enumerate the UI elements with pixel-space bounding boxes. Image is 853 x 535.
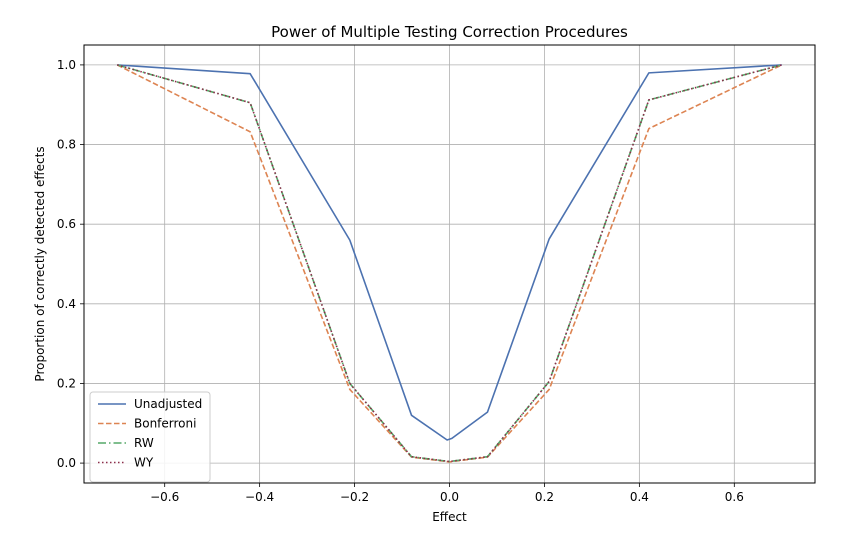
x-tick-label: −0.2 xyxy=(340,490,369,504)
y-tick-label: 0.6 xyxy=(57,217,76,231)
y-tick-label: 0.4 xyxy=(57,297,76,311)
y-tick-label: 0.2 xyxy=(57,376,76,390)
legend-label-rw: RW xyxy=(134,436,154,450)
y-tick-label: 0.8 xyxy=(57,138,76,152)
series-line-unadjusted xyxy=(117,64,782,441)
y-axis-title: Proportion of correctly detected effects xyxy=(33,146,47,381)
x-tick-label: 0.4 xyxy=(630,490,649,504)
y-tick-label: 0.0 xyxy=(57,456,76,470)
x-tick-label: 0.2 xyxy=(535,490,554,504)
y-tick-label: 1.0 xyxy=(57,58,76,72)
x-tick-label: −0.4 xyxy=(245,490,274,504)
series-layer xyxy=(116,64,783,463)
legend-box xyxy=(89,391,211,483)
legend-label-wy: WY xyxy=(134,456,154,470)
x-tick-label: 0.0 xyxy=(440,490,459,504)
legend-label-bonferroni: Bonferroni xyxy=(134,417,196,431)
legend-label-unadjusted: Unadjusted xyxy=(134,397,202,411)
tick-layer: −0.6 −0.4 −0.2 0.0 0.2 0.4 0.6 0.0 0.2 0.4 0.6 0.8 1… xyxy=(57,58,744,504)
x-tick-label: −0.6 xyxy=(150,490,179,504)
chart-title: Power of Multiple Testing Correction Pro… xyxy=(271,23,628,41)
series-line-wy xyxy=(117,64,782,463)
x-axis-title: Effect xyxy=(432,510,467,524)
x-tick-label: 0.6 xyxy=(725,490,744,504)
legend: Unadjusted Bonferroni RW WY xyxy=(89,391,211,483)
